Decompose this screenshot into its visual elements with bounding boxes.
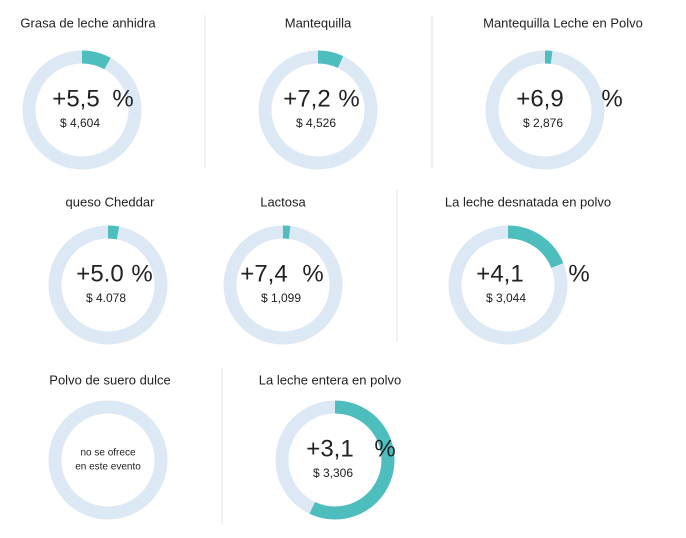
change-unit: % <box>374 435 395 462</box>
gauge-track <box>48 400 168 520</box>
gauge-arc <box>275 400 395 520</box>
change-unit: % <box>131 260 152 287</box>
gauge-arc <box>48 225 168 345</box>
gauge-arc <box>485 50 605 170</box>
change-value: +7,4 <box>240 260 287 287</box>
price: $ 4.078 <box>86 291 126 305</box>
gauge-title: queso Cheddar <box>66 194 156 209</box>
change-unit: % <box>601 85 622 112</box>
change-unit: % <box>112 85 133 112</box>
gauge-title: Polvo de suero dulce <box>49 372 170 387</box>
gauge-arc <box>258 50 378 170</box>
price: $ 2,876 <box>523 116 563 130</box>
change-unit: % <box>338 85 359 112</box>
price: $ 3,306 <box>313 466 353 480</box>
gauge-title: Grasa de leche anhidra <box>20 15 156 30</box>
gauge-title: Mantequilla <box>285 15 352 30</box>
price: $ 1,099 <box>261 291 301 305</box>
gauge-title: Mantequilla Leche en Polvo <box>483 15 643 30</box>
gauge-title: La leche entera en polvo <box>259 372 401 387</box>
gauge-arc <box>22 50 142 170</box>
change-value: +5,5 <box>52 85 99 112</box>
change-value: +5.0 <box>76 260 123 287</box>
gauge-arc <box>223 225 343 345</box>
price: $ 4,526 <box>296 116 336 130</box>
gauge-title: Lactosa <box>260 194 306 209</box>
note: no se ofrece <box>80 448 135 459</box>
gauge-title: La leche desnatada en polvo <box>445 194 611 209</box>
change-value: +3,1 <box>306 435 353 462</box>
change-value: +6,9 <box>516 85 563 112</box>
change-value: +4,1 <box>476 260 523 287</box>
price: $ 3,044 <box>486 291 526 305</box>
note: en este evento <box>75 462 141 473</box>
gauge-arc <box>448 225 568 345</box>
change-value: +7,2 <box>283 85 330 112</box>
price: $ 4,604 <box>60 116 100 130</box>
change-unit: % <box>302 260 323 287</box>
change-unit: % <box>568 260 589 287</box>
